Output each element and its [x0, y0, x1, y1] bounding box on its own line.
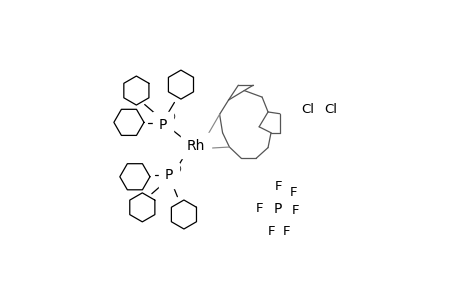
Text: F: F — [291, 203, 299, 217]
Text: F: F — [290, 186, 297, 199]
Text: P: P — [159, 118, 167, 132]
Text: +: + — [173, 164, 179, 173]
Text: Rh: Rh — [186, 139, 205, 152]
Text: F: F — [267, 225, 275, 238]
Text: F: F — [274, 180, 281, 193]
Text: F: F — [282, 225, 290, 238]
Text: Cl: Cl — [301, 103, 313, 116]
Text: −: − — [280, 198, 287, 207]
Text: P: P — [273, 202, 281, 216]
Text: P: P — [164, 168, 173, 182]
Text: +: + — [167, 112, 174, 121]
Text: F: F — [255, 202, 262, 215]
Text: Cl: Cl — [323, 103, 336, 116]
